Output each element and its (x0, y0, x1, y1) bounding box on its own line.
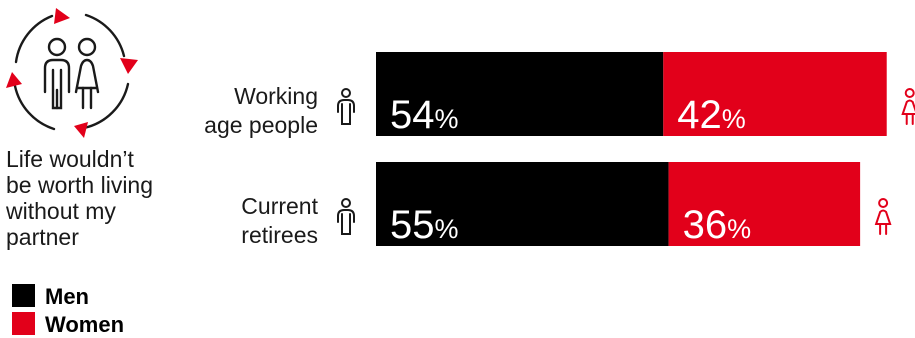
bar-women (668, 162, 861, 246)
woman-icon (874, 198, 892, 235)
statement-line: be worth living (6, 172, 154, 198)
statement-text: Life wouldn’t be worth living without my… (6, 146, 181, 250)
data-label: 55% (390, 203, 459, 247)
legend-label-men: Men (45, 284, 89, 309)
category-label: age people (204, 112, 318, 138)
legend-item-women: Women (12, 312, 124, 338)
woman-icon (901, 88, 915, 125)
bar-women (663, 52, 887, 136)
category-label: Current (241, 193, 318, 219)
category-label: retirees (241, 222, 318, 248)
couple-cycle-icon (6, 8, 138, 138)
man-icon (337, 198, 355, 235)
category-label: Working (234, 83, 318, 109)
data-label: 54% (390, 93, 459, 137)
data-label: 36% (683, 203, 752, 247)
statement-line: partner (6, 224, 79, 250)
legend-swatch-women (12, 312, 35, 335)
data-label: 42% (677, 93, 746, 137)
statement-line: without my (6, 198, 116, 224)
legend-swatch-men (12, 284, 35, 307)
bar-men (376, 162, 669, 246)
statement-line: Life wouldn’t (6, 146, 134, 172)
man-icon (337, 88, 355, 125)
legend-item-men: Men (12, 284, 89, 310)
legend-label-women: Women (45, 312, 125, 337)
bar-men (376, 52, 664, 136)
